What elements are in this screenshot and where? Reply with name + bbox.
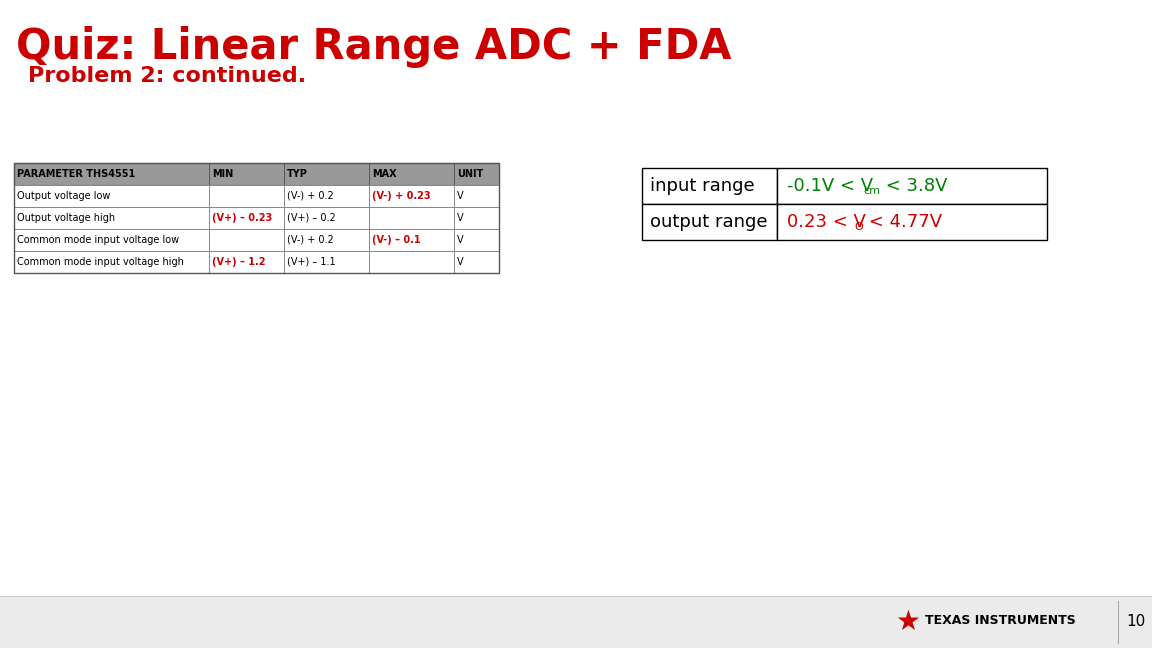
Text: input range: input range: [650, 177, 755, 195]
Text: output range: output range: [650, 213, 767, 231]
Text: PARAMETER THS4551: PARAMETER THS4551: [17, 169, 135, 179]
Bar: [642, 168, 776, 204]
Bar: [776, 204, 1047, 240]
Bar: [14, 229, 499, 251]
Text: -0.1V < V: -0.1V < V: [787, 177, 873, 195]
Text: (V-) + 0.2: (V-) + 0.2: [287, 235, 334, 245]
Text: Common mode input voltage high: Common mode input voltage high: [17, 257, 184, 267]
Text: < 3.8V: < 3.8V: [880, 177, 948, 195]
Text: 10: 10: [1127, 614, 1145, 629]
Text: (V-) – 0.1: (V-) – 0.1: [372, 235, 420, 245]
Text: (V-) + 0.23: (V-) + 0.23: [372, 191, 431, 201]
Text: MIN: MIN: [212, 169, 233, 179]
Bar: [14, 185, 499, 207]
Text: Output voltage low: Output voltage low: [17, 191, 111, 201]
Text: cm: cm: [863, 186, 880, 196]
Text: Output voltage high: Output voltage high: [17, 213, 115, 223]
Text: O: O: [855, 222, 863, 232]
Bar: [14, 207, 499, 229]
Text: 0.23 < V: 0.23 < V: [787, 213, 866, 231]
Text: (V+) – 0.23: (V+) – 0.23: [212, 213, 272, 223]
Text: Common mode input voltage low: Common mode input voltage low: [17, 235, 179, 245]
Bar: [642, 204, 776, 240]
Text: (V+) – 1.2: (V+) – 1.2: [212, 257, 265, 267]
Text: V: V: [457, 213, 463, 223]
Text: V: V: [457, 191, 463, 201]
Text: TYP: TYP: [287, 169, 308, 179]
Text: V: V: [457, 257, 463, 267]
Text: Problem 2: continued.: Problem 2: continued.: [28, 66, 306, 86]
Text: TEXAS INSTRUMENTS: TEXAS INSTRUMENTS: [925, 614, 1075, 627]
Text: (V+) – 0.2: (V+) – 0.2: [287, 213, 335, 223]
Bar: [14, 163, 499, 273]
Text: ★: ★: [895, 608, 920, 636]
Bar: [0, 596, 1152, 648]
Bar: [14, 251, 499, 273]
Bar: [14, 163, 499, 185]
Bar: [776, 168, 1047, 204]
Text: (V-) + 0.2: (V-) + 0.2: [287, 191, 334, 201]
Text: (V+) – 1.1: (V+) – 1.1: [287, 257, 335, 267]
Text: < 4.77V: < 4.77V: [863, 213, 942, 231]
Text: Quiz: Linear Range ADC + FDA: Quiz: Linear Range ADC + FDA: [16, 26, 732, 68]
Text: UNIT: UNIT: [457, 169, 483, 179]
Text: MAX: MAX: [372, 169, 396, 179]
Text: V: V: [457, 235, 463, 245]
